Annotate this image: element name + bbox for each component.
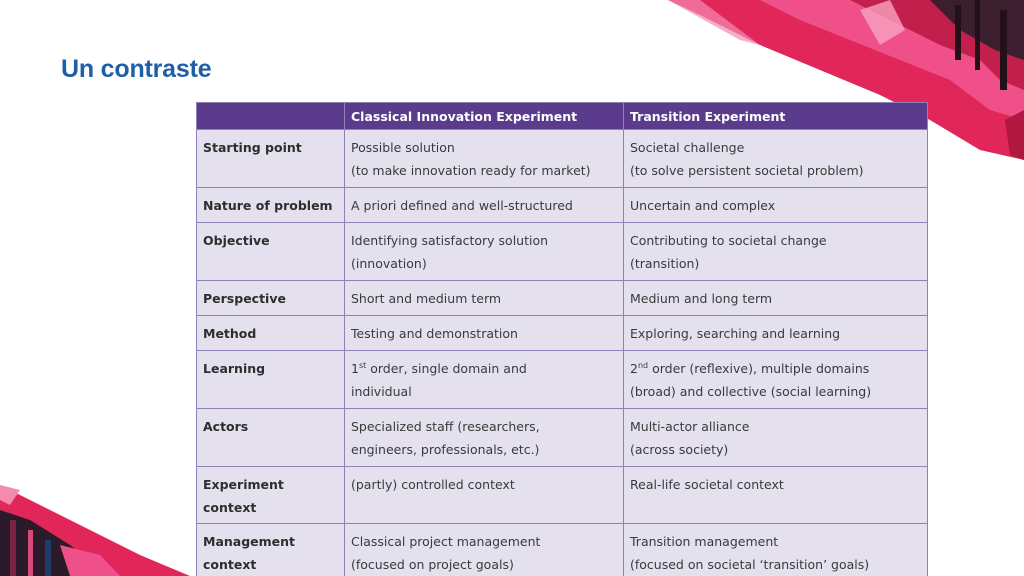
classical-cell: Specialized staff (researchers, engineer… xyxy=(344,408,624,467)
row-label: Actors xyxy=(196,408,345,467)
row-label-text: Learning xyxy=(203,361,266,376)
header-classical: Classical Innovation Experiment xyxy=(344,102,624,130)
transition-cell: Societal challenge (to solve persistent … xyxy=(623,129,928,188)
cell-line: Short and medium term xyxy=(351,291,502,306)
table-header-row: Classical Innovation Experiment Transiti… xyxy=(196,102,928,130)
row-label: Learning xyxy=(196,350,345,409)
transition-cell: Medium and long term xyxy=(623,280,928,316)
table-row: Management context Classical project man… xyxy=(196,523,928,576)
row-label: Nature of problem xyxy=(196,187,345,223)
classical-cell: (partly) controlled context xyxy=(344,466,624,524)
row-label-text: Nature of problem xyxy=(203,198,333,213)
row-label: Perspective xyxy=(196,280,345,316)
order-number: 2 xyxy=(630,361,638,376)
row-label: Objective xyxy=(196,222,345,281)
transition-cell: Contributing to societal change (transit… xyxy=(623,222,928,281)
cell-line: Contributing to societal change xyxy=(630,233,827,248)
comparison-table: Classical Innovation Experiment Transiti… xyxy=(196,102,928,576)
row-label-text: Experiment context xyxy=(203,477,284,515)
classical-cell: Possible solution (to make innovation re… xyxy=(344,129,624,188)
classical-cell: Identifying satisfactory solution (innov… xyxy=(344,222,624,281)
cell-line: (transition) xyxy=(630,256,700,271)
order-suffix: nd xyxy=(637,360,649,370)
header-transition: Transition Experiment xyxy=(623,102,928,130)
cell-line: (to make innovation ready for market) xyxy=(351,163,591,178)
classical-cell: Short and medium term xyxy=(344,280,624,316)
cell-line: Medium and long term xyxy=(630,291,773,306)
row-label-text: Perspective xyxy=(203,291,286,306)
cell-line: (to solve persistent societal problem) xyxy=(630,163,864,178)
row-label-text: Starting point xyxy=(203,140,302,155)
cell-line: (focused on societal ‘transition’ goals) xyxy=(630,557,870,572)
table-row: Starting point Possible solution (to mak… xyxy=(196,129,928,188)
row-label-text: Actors xyxy=(203,419,249,434)
row-label: Method xyxy=(196,315,345,351)
cell-line: Exploring, searching and learning xyxy=(630,326,841,341)
transition-cell: Transition management (focused on societ… xyxy=(623,523,928,576)
classical-cell: 1st order, single domain and individual xyxy=(344,350,624,409)
slide-title: Un contraste xyxy=(61,55,212,83)
transition-cell: Real-life societal context xyxy=(623,466,928,524)
cell-line: (partly) controlled context xyxy=(351,477,515,492)
transition-cell: Multi-actor alliance (across society) xyxy=(623,408,928,467)
classical-cell: A priori defined and well-structured xyxy=(344,187,624,223)
order-number: 1 xyxy=(351,361,359,376)
row-label: Starting point xyxy=(196,129,345,188)
transition-cell: Uncertain and complex xyxy=(623,187,928,223)
classical-cell: Testing and demonstration xyxy=(344,315,624,351)
row-label-text: Objective xyxy=(203,233,270,248)
cell-line: Transition management xyxy=(630,534,779,549)
table-row: Nature of problem A priori defined and w… xyxy=(196,187,928,223)
row-label: Management context xyxy=(196,523,345,576)
cell-text: order (reflexive), multiple domains xyxy=(648,361,870,376)
cell-line: (innovation) xyxy=(351,256,427,271)
cell-line: (focused on project goals) xyxy=(351,557,514,572)
cell-line: Identifying satisfactory solution xyxy=(351,233,549,248)
cell-line: Real-life societal context xyxy=(630,477,784,492)
header-corner xyxy=(196,102,345,130)
transition-cell: Exploring, searching and learning xyxy=(623,315,928,351)
row-label-text: context xyxy=(203,557,257,572)
cell-line: 2nd order (reflexive), multiple domains xyxy=(630,357,921,380)
cell-line: engineers, professionals, etc.) xyxy=(351,442,540,457)
row-label: Experiment context xyxy=(196,466,345,524)
cell-line: Testing and demonstration xyxy=(351,326,518,341)
cell-line: Classical project management xyxy=(351,534,541,549)
cell-line: Societal challenge xyxy=(630,140,745,155)
cell-line: (across society) xyxy=(630,442,729,457)
cell-line: individual xyxy=(351,384,412,399)
table-row: Actors Specialized staff (researchers, e… xyxy=(196,408,928,467)
table-row: Experiment context (partly) controlled c… xyxy=(196,466,928,524)
cell-line: A priori defined and well-structured xyxy=(351,198,573,213)
row-label-text: Method xyxy=(203,326,257,341)
table-row: Perspective Short and medium term Medium… xyxy=(196,280,928,316)
cell-text: order, single domain and xyxy=(366,361,527,376)
cell-line: (broad) and collective (social learning) xyxy=(630,384,872,399)
classical-cell: Classical project management (focused on… xyxy=(344,523,624,576)
cell-line: Possible solution xyxy=(351,140,455,155)
transition-cell: 2nd order (reflexive), multiple domains … xyxy=(623,350,928,409)
cell-line: Multi-actor alliance xyxy=(630,419,750,434)
cell-line: 1st order, single domain and xyxy=(351,357,617,380)
row-label-text: Management xyxy=(203,534,296,549)
cell-line: Uncertain and complex xyxy=(630,198,776,213)
order-suffix: st xyxy=(358,360,367,370)
table-row: Learning 1st order, single domain and in… xyxy=(196,350,928,409)
cell-line: Specialized staff (researchers, xyxy=(351,419,540,434)
table-row: Objective Identifying satisfactory solut… xyxy=(196,222,928,281)
table-row: Method Testing and demonstration Explori… xyxy=(196,315,928,351)
